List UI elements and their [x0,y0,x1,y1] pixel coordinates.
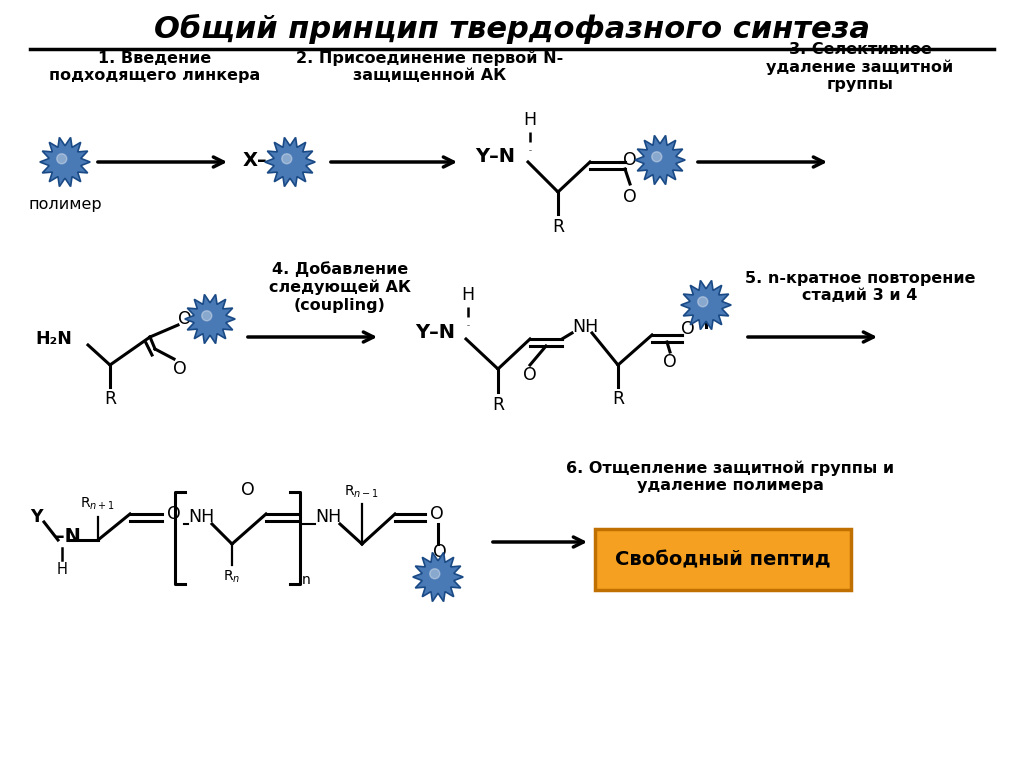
Text: Свободный пептид: Свободный пептид [615,551,830,570]
Circle shape [651,152,662,162]
Text: O: O [624,151,637,169]
Text: H: H [462,286,474,304]
Circle shape [424,563,452,591]
Text: O: O [173,360,186,378]
Circle shape [275,148,304,176]
Text: O: O [178,310,191,328]
Text: H: H [56,562,68,578]
Text: n: n [302,573,310,587]
Text: 4. Добавление
следующей АК
(coupling): 4. Добавление следующей АК (coupling) [269,262,411,313]
Text: O: O [681,320,695,338]
Text: Y–N: Y–N [415,322,455,341]
FancyBboxPatch shape [595,529,851,590]
Text: 2. Присоединение первой N-
защищенной АК: 2. Присоединение первой N- защищенной АК [296,51,563,84]
Text: O: O [523,366,537,384]
Text: O: O [664,353,677,371]
Text: Y: Y [30,508,43,526]
Text: R: R [492,396,504,414]
Text: H: H [523,111,537,129]
Text: NH: NH [188,508,214,526]
Text: R: R [612,390,624,408]
Text: R$_n$: R$_n$ [223,569,241,585]
Text: O: O [624,188,637,206]
Text: Y–N: Y–N [475,147,515,166]
Text: NH: NH [315,508,341,526]
Text: R$_{n-1}$: R$_{n-1}$ [344,484,380,500]
Circle shape [56,153,67,164]
Text: полимер: полимер [29,196,101,212]
Circle shape [646,146,674,174]
Circle shape [51,148,79,176]
Text: H₂N: H₂N [35,330,72,348]
Text: Общий принцип твердофазного синтеза: Общий принцип твердофазного синтеза [154,14,870,44]
Circle shape [692,291,720,319]
Circle shape [430,568,439,579]
Text: O: O [167,505,181,523]
Text: R$_{n+1}$: R$_{n+1}$ [81,495,116,512]
Polygon shape [681,281,731,330]
Text: X–: X– [243,150,267,170]
Circle shape [697,297,708,307]
Text: 1. Введение
подходящего линкера: 1. Введение подходящего линкера [49,51,261,83]
Polygon shape [40,137,90,186]
Text: 3. Селективное
удаление защитной
группы: 3. Селективное удаление защитной группы [766,41,953,92]
Text: O: O [433,543,446,561]
Text: –N: –N [55,528,81,547]
Circle shape [196,305,224,333]
Polygon shape [265,137,315,186]
Circle shape [282,153,292,164]
Text: R: R [552,218,564,236]
Text: 6. Отщепление защитной группы и
удаление полимера: 6. Отщепление защитной группы и удаление… [566,460,894,493]
Polygon shape [413,552,463,601]
Polygon shape [184,295,236,344]
Text: O: O [430,505,443,523]
Text: NH: NH [572,318,598,336]
Text: R: R [104,390,116,408]
Polygon shape [635,136,685,185]
Text: O: O [241,481,255,499]
Text: 5. n-кратное повторение
стадий 3 и 4: 5. n-кратное повторение стадий 3 и 4 [744,271,975,303]
Circle shape [202,311,212,321]
